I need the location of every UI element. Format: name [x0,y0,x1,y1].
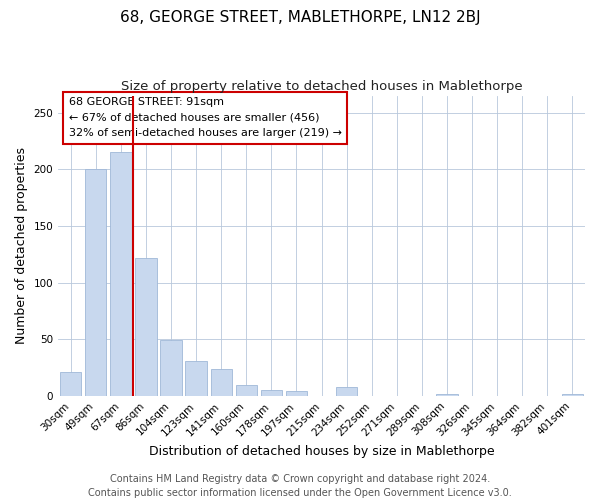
Text: 68 GEORGE STREET: 91sqm
← 67% of detached houses are smaller (456)
32% of semi-d: 68 GEORGE STREET: 91sqm ← 67% of detache… [69,97,342,138]
X-axis label: Distribution of detached houses by size in Mablethorpe: Distribution of detached houses by size … [149,444,494,458]
Bar [211,368,232,396]
Bar [136,258,157,396]
Bar [185,360,207,396]
Bar [562,394,583,396]
Bar [236,384,257,396]
Bar [60,372,82,396]
Bar [160,340,182,396]
Title: Size of property relative to detached houses in Mablethorpe: Size of property relative to detached ho… [121,80,523,93]
Bar [110,152,131,396]
Text: Contains HM Land Registry data © Crown copyright and database right 2024.
Contai: Contains HM Land Registry data © Crown c… [88,474,512,498]
Bar [336,387,358,396]
Bar [436,394,458,396]
Bar [85,169,106,396]
Bar [286,392,307,396]
Y-axis label: Number of detached properties: Number of detached properties [15,147,28,344]
Text: 68, GEORGE STREET, MABLETHORPE, LN12 2BJ: 68, GEORGE STREET, MABLETHORPE, LN12 2BJ [119,10,481,25]
Bar [261,390,282,396]
